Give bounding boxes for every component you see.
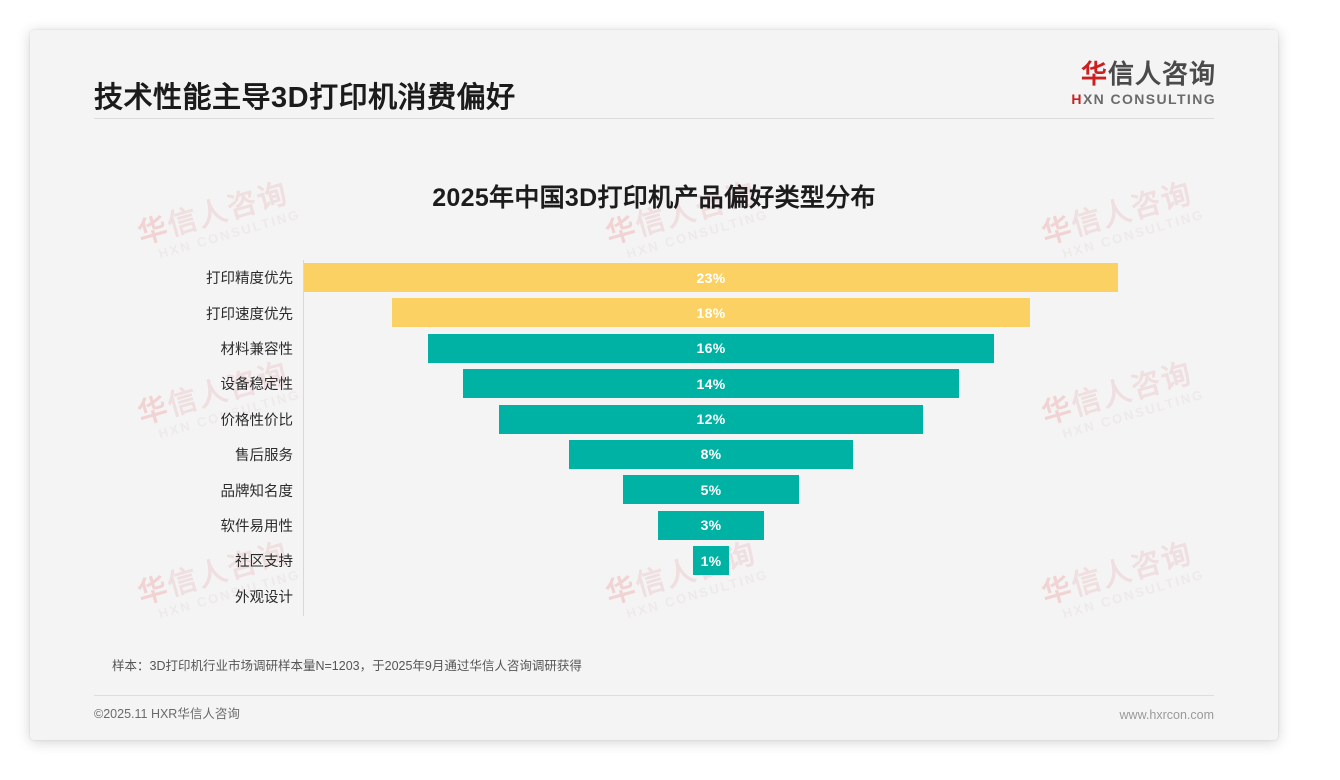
funnel-bar[interactable]: 12% xyxy=(498,404,924,434)
funnel-bar-value: 23% xyxy=(696,269,726,286)
funnel-bar-track: 18% xyxy=(304,295,1118,330)
funnel-bar-track xyxy=(304,579,1118,614)
funnel-bar-track: 3% xyxy=(304,508,1118,543)
funnel-row: 打印速度优先 18% xyxy=(30,295,1278,330)
funnel-bar[interactable]: 5% xyxy=(622,475,800,505)
funnel-bar[interactable]: 8% xyxy=(569,439,853,469)
funnel-category-label: 社区支持 xyxy=(235,554,293,571)
funnel-category-label: 材料兼容性 xyxy=(220,341,294,358)
funnel-bar-track: 23% xyxy=(304,260,1118,295)
brand-logo-cn: 华信人咨询 xyxy=(1080,59,1216,89)
funnel-bar-value: 1% xyxy=(700,552,722,569)
funnel-bar-value: 18% xyxy=(696,304,726,321)
funnel-category-label: 设备稳定性 xyxy=(220,377,294,394)
slide-header: 技术性能主导3D打印机消费偏好 华信人咨询 HXN CONSULTING xyxy=(30,30,1278,122)
funnel-category-label: 价格性价比 xyxy=(220,412,294,429)
funnel-bar-track: 8% xyxy=(304,437,1118,472)
funnel-bar-track: 12% xyxy=(304,402,1118,437)
funnel-row: 价格性价比 12% xyxy=(30,402,1278,437)
funnel-chart-plot: 打印精度优先 23% 打印速度优先 18% 材料兼容性 16% 设备稳定性 14% 价格性价比 1… xyxy=(30,260,1278,620)
funnel-category-label: 打印精度优先 xyxy=(206,271,293,288)
chart-title: 2025年中国3D打印机产品偏好类型分布 xyxy=(432,184,876,212)
funnel-bar-track: 16% xyxy=(304,331,1118,366)
funnel-bar-track: 5% xyxy=(304,472,1118,507)
funnel-row: 外观设计 xyxy=(30,579,1278,614)
funnel-bar-track: 1% xyxy=(304,543,1118,578)
funnel-bar[interactable]: 23% xyxy=(304,263,1118,292)
funnel-row: 软件易用性 3% xyxy=(30,508,1278,543)
funnel-row: 打印精度优先 23% xyxy=(30,260,1278,295)
category-axis-line xyxy=(303,260,304,616)
funnel-row: 材料兼容性 16% xyxy=(30,331,1278,366)
source-note: 样本：3D打印机行业市场调研样本量N=1203，于2025年9月通过华信人咨询调… xyxy=(112,659,582,673)
copyright-text: ©2025.11 HXR华信人咨询 xyxy=(94,707,240,721)
chart-container: 2025年中国3D打印机产品偏好类型分布 打印精度优先 23% 打印速度优先 18% 材… xyxy=(30,122,1278,682)
funnel-category-label: 外观设计 xyxy=(235,589,293,606)
funnel-bar-value: 16% xyxy=(696,340,726,357)
website-url: www.hxrcon.com xyxy=(1119,708,1214,722)
funnel-bar[interactable]: 1% xyxy=(693,546,729,576)
brand-logo-en: HXN CONSULTING xyxy=(1071,90,1216,107)
funnel-category-label: 软件易用性 xyxy=(220,518,294,535)
funnel-rows: 打印精度优先 23% 打印速度优先 18% 材料兼容性 16% 设备稳定性 14% 价格性价比 1… xyxy=(30,260,1278,614)
slide-card: 华信人咨询 HXN CONSULTING 华信人咨询 HXN CONSULTIN… xyxy=(30,30,1278,740)
funnel-bar-track: 14% xyxy=(304,366,1118,401)
funnel-bar[interactable]: 3% xyxy=(657,510,765,540)
funnel-row: 售后服务 8% xyxy=(30,437,1278,472)
funnel-bar[interactable]: 18% xyxy=(392,298,1030,328)
page-title: 技术性能主导3D打印机消费偏好 xyxy=(94,82,516,114)
funnel-category-label: 打印速度优先 xyxy=(206,306,293,323)
funnel-bar-value: 5% xyxy=(700,481,722,498)
footer-divider xyxy=(94,695,1214,696)
funnel-bar[interactable]: 14% xyxy=(463,369,959,399)
funnel-bar-value: 8% xyxy=(700,446,722,463)
funnel-row: 社区支持 1% xyxy=(30,543,1278,578)
funnel-category-label: 售后服务 xyxy=(235,448,293,465)
brand-logo: 华信人咨询 HXN CONSULTING xyxy=(1071,60,1216,107)
funnel-row: 品牌知名度 5% xyxy=(30,472,1278,507)
funnel-bar-value: 3% xyxy=(700,517,722,534)
funnel-row: 设备稳定性 14% xyxy=(30,366,1278,401)
header-divider xyxy=(94,118,1214,119)
funnel-bar-value: 14% xyxy=(696,375,726,392)
funnel-category-label: 品牌知名度 xyxy=(220,483,294,500)
funnel-bar[interactable]: 16% xyxy=(427,333,995,363)
funnel-bar-value: 12% xyxy=(696,411,726,428)
